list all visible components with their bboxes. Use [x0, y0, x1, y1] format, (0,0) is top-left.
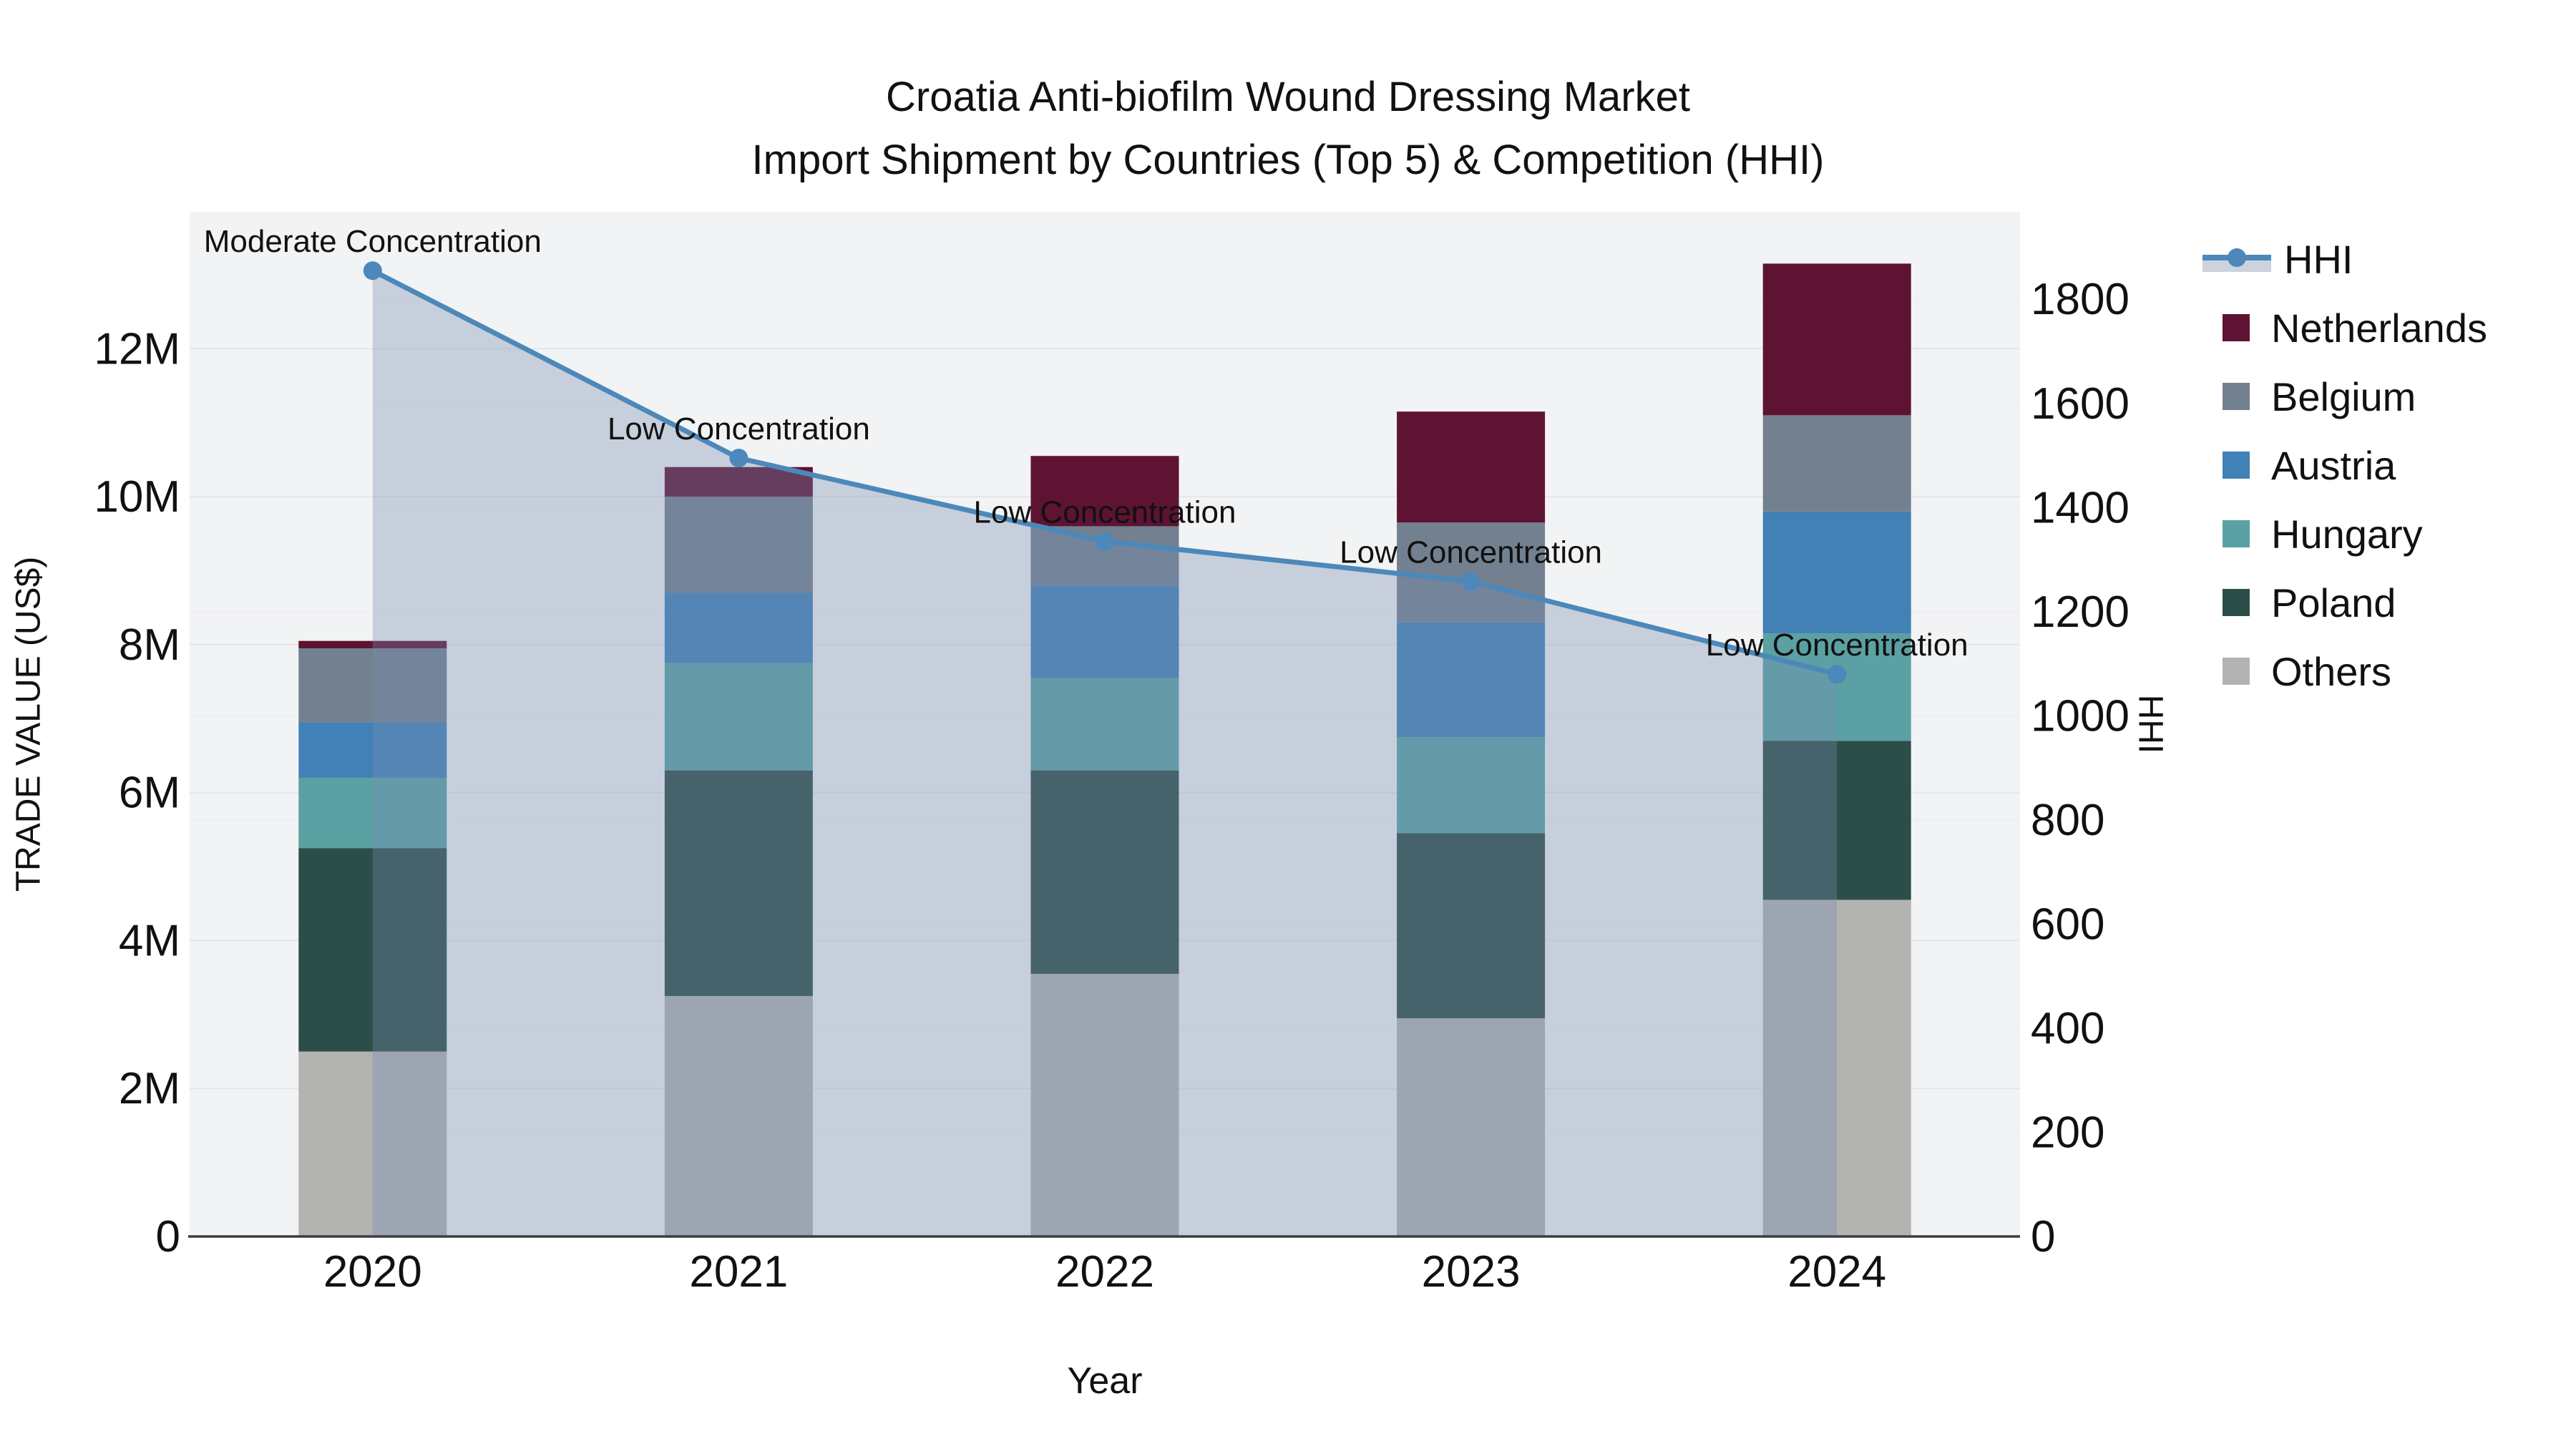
y-axis-title-left: TRADE VALUE (US$) [9, 556, 48, 892]
x-tick-label: 2023 [1422, 1247, 1521, 1297]
y-left-tick-label: 12M [94, 324, 180, 374]
hhi-line-icon [2202, 243, 2271, 275]
x-tick-label: 2021 [689, 1247, 788, 1297]
hhi-area-fill [372, 270, 1838, 1236]
x-axis-title: Year [1067, 1360, 1143, 1402]
x-tick-label: 2020 [323, 1247, 422, 1297]
others-swatch [2223, 658, 2250, 685]
bar-segment-poland-2020[interactable] [298, 848, 447, 1052]
legend-item-others[interactable]: Others [2202, 637, 2487, 706]
bar-segment-poland-2024[interactable] [1762, 741, 1911, 900]
legend-label: Austria [2271, 442, 2396, 488]
bar-segment-netherlands-2020[interactable] [298, 640, 447, 649]
hhi-marker-dot-icon [2228, 248, 2246, 267]
legend-label: Netherlands [2271, 305, 2487, 351]
bar-segment-poland-2023[interactable] [1397, 833, 1546, 1018]
annotation-2020: Moderate Concentration [204, 224, 542, 259]
chart-title-line1: Croatia Anti-biofilm Wound Dressing Mark… [886, 74, 1690, 120]
legend-item-belgium[interactable]: Belgium [2202, 362, 2487, 431]
annotation-2024: Low Concentration [1706, 628, 1968, 663]
legend: HHI Netherlands Belgium Austria Hungary … [2202, 225, 2487, 706]
legend-label: Poland [2271, 580, 2396, 625]
austria-swatch [2223, 452, 2250, 479]
legend-item-hhi[interactable]: HHI [2202, 225, 2487, 293]
bar-segment-netherlands-2022[interactable] [1030, 456, 1179, 527]
y-right-tick-label: 800 [2031, 796, 2104, 845]
annotation-2023: Low Concentration [1340, 535, 1602, 570]
x-tick-label: 2022 [1055, 1247, 1154, 1297]
bar-segment-belgium-2024[interactable] [1762, 415, 1911, 512]
bar-segment-austria-2021[interactable] [664, 592, 813, 663]
y-right-tick-label: 0 [2031, 1212, 2055, 1262]
hhi-marker-2023[interactable] [1461, 572, 1480, 591]
bar-segment-others-2022[interactable] [1030, 973, 1179, 1236]
hhi-marker-2021[interactable] [729, 449, 748, 468]
bar-segment-poland-2021[interactable] [664, 770, 813, 996]
hungary-swatch [2223, 520, 2250, 547]
hhi-marker-2024[interactable] [1828, 665, 1847, 684]
bar-segment-hungary-2022[interactable] [1030, 678, 1179, 771]
belgium-swatch [2223, 383, 2250, 410]
bar-segment-austria-2024[interactable] [1762, 511, 1911, 634]
y-right-tick-label: 1400 [2031, 483, 2129, 532]
poland-swatch [2223, 589, 2250, 616]
legend-item-hungary[interactable]: Hungary [2202, 499, 2487, 568]
legend-label: HHI [2284, 236, 2353, 282]
bar-segment-austria-2022[interactable] [1030, 585, 1179, 678]
bar-segment-others-2020[interactable] [298, 1051, 447, 1236]
y-left-tick-label: 4M [119, 916, 180, 965]
y-left-tick-label: 2M [119, 1064, 180, 1113]
x-tick-label: 2024 [1787, 1247, 1886, 1297]
y-left-tick-label: 0 [156, 1212, 180, 1262]
y-right-tick-label: 1800 [2031, 275, 2129, 324]
annotation-2022: Low Concentration [974, 495, 1236, 530]
bar-segment-poland-2022[interactable] [1030, 770, 1179, 974]
bar-segment-others-2024[interactable] [1762, 899, 1911, 1236]
legend-label: Others [2271, 648, 2392, 694]
y-axis-title-right: HHI [2131, 694, 2170, 754]
y-right-tick-label: 1600 [2031, 379, 2129, 429]
chart-title: Croatia Anti-biofilm Wound Dressing Mark… [0, 66, 2576, 192]
bar-segment-belgium-2021[interactable] [664, 497, 813, 593]
y-right-tick-label: 400 [2031, 1004, 2104, 1053]
hhi-marker-2020[interactable] [363, 261, 382, 280]
legend-item-austria[interactable]: Austria [2202, 431, 2487, 499]
y-right-tick-label: 200 [2031, 1108, 2104, 1157]
annotation-2021: Low Concentration [608, 411, 870, 447]
bar-segment-hungary-2023[interactable] [1397, 737, 1546, 834]
bar-segment-netherlands-2023[interactable] [1397, 411, 1546, 523]
netherlands-swatch [2223, 314, 2250, 341]
bar-segment-netherlands-2021[interactable] [664, 467, 813, 497]
bar-segment-others-2021[interactable] [664, 995, 813, 1236]
bar-segment-netherlands-2024[interactable] [1762, 263, 1911, 416]
bar-segment-austria-2020[interactable] [298, 722, 447, 778]
bar-segment-austria-2023[interactable] [1397, 622, 1546, 738]
legend-label: Hungary [2271, 511, 2423, 557]
y-right-tick-label: 600 [2031, 899, 2104, 949]
y-right-tick-label: 1000 [2031, 691, 2129, 741]
y-right-tick-label: 1200 [2031, 587, 2129, 637]
hhi-marker-2022[interactable] [1096, 532, 1114, 551]
y-left-tick-label: 8M [119, 620, 180, 670]
bar-segment-hungary-2024[interactable] [1762, 633, 1911, 741]
y-left-tick-label: 6M [119, 769, 180, 818]
legend-item-netherlands[interactable]: Netherlands [2202, 293, 2487, 362]
legend-item-poland[interactable]: Poland [2202, 568, 2487, 637]
chart-title-line2: Import Shipment by Countries (Top 5) & C… [751, 137, 1825, 183]
bar-segment-belgium-2020[interactable] [298, 648, 447, 723]
bar-segment-hungary-2020[interactable] [298, 777, 447, 849]
bar-segment-others-2023[interactable] [1397, 1018, 1546, 1236]
y-left-tick-label: 10M [94, 472, 180, 522]
bar-segment-hungary-2021[interactable] [664, 663, 813, 771]
legend-label: Belgium [2271, 374, 2416, 419]
